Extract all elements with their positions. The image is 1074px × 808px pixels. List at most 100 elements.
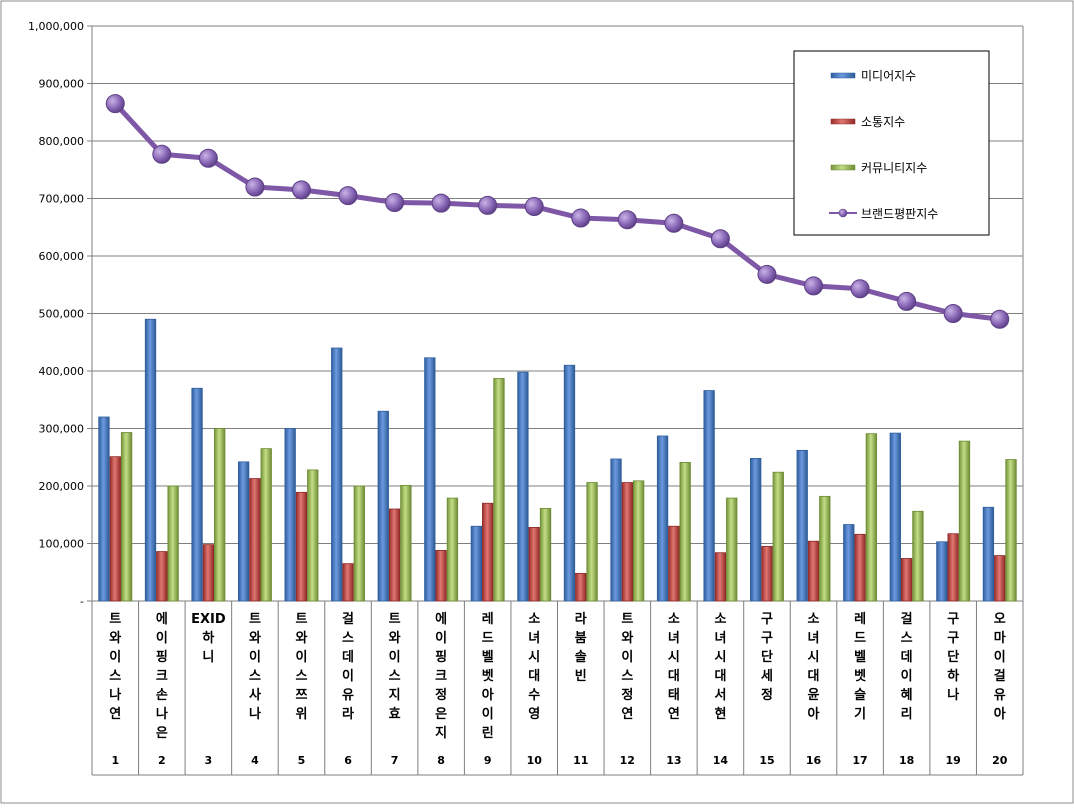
x-category-char: 수	[528, 688, 540, 703]
bar-communication	[900, 558, 913, 602]
legend-label: 소통지수	[861, 115, 905, 129]
bar-communication	[109, 456, 121, 602]
y-tick-label: 900,000	[39, 78, 85, 91]
x-rank-label: 7	[391, 754, 399, 767]
bar-media	[656, 435, 669, 602]
y-tick-label: 300,000	[39, 423, 85, 436]
x-category-char: 이	[249, 649, 261, 665]
line-point-brand-reputation	[338, 186, 358, 206]
x-category-char: 아	[808, 706, 820, 722]
x-category-char: 하	[202, 630, 214, 646]
bar-community	[493, 378, 505, 602]
x-category-char: EXID	[191, 612, 226, 627]
x-category-char: 이	[109, 649, 121, 665]
x-rank-label: 17	[852, 754, 867, 767]
x-category-char: 은	[156, 726, 168, 741]
x-category-char: 트	[109, 612, 121, 627]
y-tick-label: 100,000	[39, 538, 85, 551]
bar-media	[98, 416, 110, 602]
x-category-char: 이	[295, 649, 307, 665]
x-category-char: 대	[808, 669, 820, 684]
x-category-char: 에	[435, 611, 447, 627]
x-category-char: 유	[342, 688, 354, 703]
x-category-char: 와	[621, 630, 633, 646]
x-category-char: 트	[621, 612, 633, 627]
x-category-char: 핑	[435, 649, 447, 665]
x-category-char: 리	[901, 706, 913, 722]
legend-marker-swatch	[838, 208, 848, 218]
x-category-char: 지	[389, 688, 401, 703]
bar-media	[843, 524, 855, 602]
x-category-char: 에	[156, 611, 168, 627]
x-rank-label: 5	[298, 754, 306, 767]
bar-community	[539, 508, 552, 602]
bar-community	[307, 469, 319, 602]
line-point-brand-reputation	[897, 291, 917, 311]
line-point-brand-reputation	[804, 276, 824, 296]
x-rank-label: 9	[484, 754, 492, 767]
y-tick-label: 1,000,000	[28, 20, 84, 33]
x-category-char: 드	[482, 631, 494, 646]
x-rank-label: 12	[620, 754, 635, 767]
bar-media	[237, 461, 250, 602]
x-category-char: 와	[389, 630, 401, 646]
bar-media	[284, 428, 296, 602]
line-point-brand-reputation	[943, 304, 963, 323]
x-category-char: 트	[389, 612, 401, 627]
x-category-char: 스	[901, 631, 913, 646]
x-category-char: 레	[482, 612, 494, 627]
x-category-char: 정	[435, 687, 447, 703]
bar-community	[1005, 459, 1017, 602]
line-point-brand-reputation	[245, 177, 265, 197]
x-category-char: 대	[528, 669, 540, 684]
x-category-char: 구	[761, 612, 773, 627]
x-category-char: 이	[156, 630, 168, 646]
line-point-brand-reputation	[198, 148, 218, 168]
line-point-brand-reputation	[850, 279, 870, 299]
bar-community	[819, 495, 831, 602]
bar-media	[610, 458, 622, 602]
x-category-char: 스	[249, 669, 261, 684]
bar-media	[563, 364, 576, 602]
x-category-char: 빈	[575, 668, 587, 684]
bar-communication	[714, 552, 727, 602]
bar-community	[446, 497, 459, 602]
bar-media	[889, 432, 901, 602]
bar-communication	[947, 533, 959, 602]
legend-box	[793, 50, 990, 236]
bar-community	[912, 510, 924, 602]
bar-media	[936, 541, 948, 602]
x-category-char: 구	[947, 612, 959, 627]
x-category-char: 녀	[668, 630, 680, 646]
bar-communication	[482, 502, 494, 602]
bar-community	[353, 485, 365, 602]
y-tick-label: 700,000	[39, 193, 85, 206]
line-point-brand-reputation	[431, 193, 451, 213]
bar-communication	[807, 540, 820, 602]
bar-community	[679, 462, 691, 602]
x-category-char: 트	[295, 612, 307, 627]
bar-media	[470, 525, 483, 602]
bar-community	[726, 497, 738, 602]
x-category-char: 핑	[156, 649, 168, 665]
line-point-brand-reputation	[617, 210, 637, 230]
bar-communication	[342, 563, 354, 602]
x-category-char: 아	[994, 706, 1006, 722]
x-category-char: 붐	[575, 631, 587, 646]
x-rank-label: 2	[158, 754, 166, 767]
y-tick-label: 500,000	[39, 308, 85, 321]
x-category-char: 구	[761, 631, 773, 646]
bar-media	[982, 506, 995, 602]
x-category-char: 슬	[854, 688, 866, 703]
x-category-char: 이	[389, 649, 401, 665]
x-rank-label: 18	[899, 754, 914, 767]
x-category-char: 유	[994, 688, 1006, 703]
bar-community	[214, 428, 226, 602]
